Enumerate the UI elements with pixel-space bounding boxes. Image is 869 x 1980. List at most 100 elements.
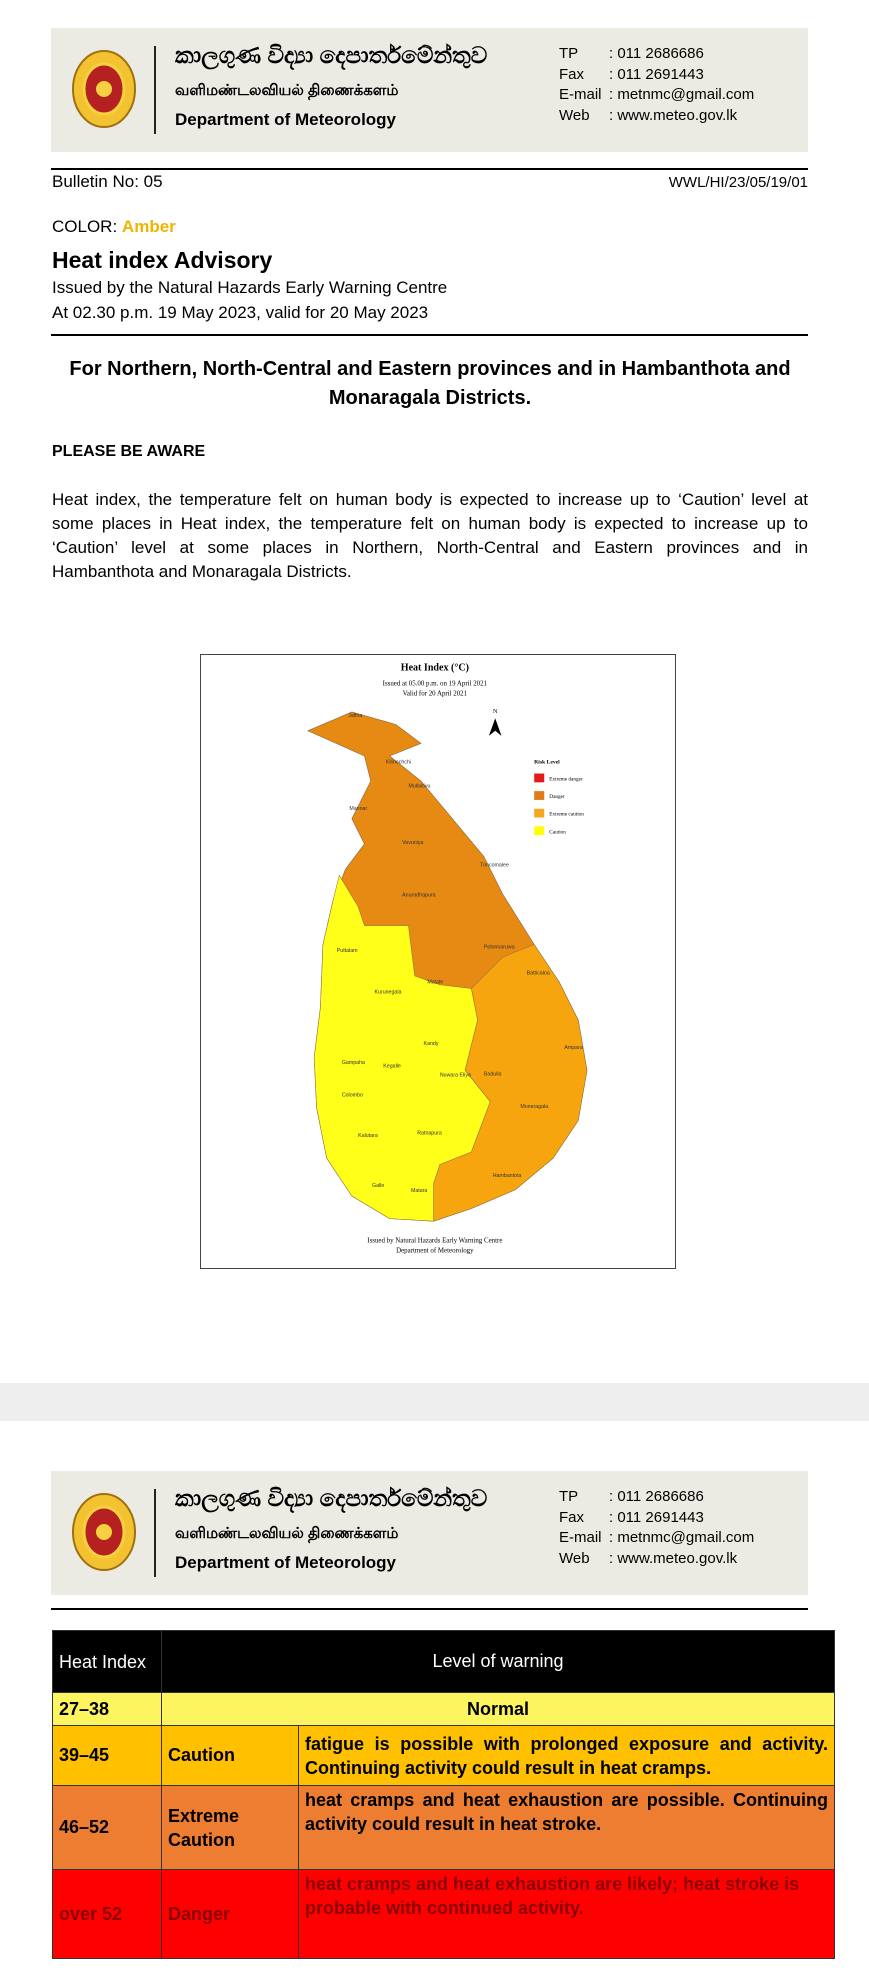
district-label: Ampara	[564, 1045, 583, 1051]
contact-value: : metnmc@gmail.com	[609, 1529, 755, 1546]
color-line: COLOR: Amber	[52, 217, 176, 237]
district-label: Gampaha	[342, 1060, 365, 1066]
contact-label: E-mail	[559, 1529, 602, 1546]
district-label: Mannar	[349, 806, 367, 812]
cell: Normal	[161, 1692, 835, 1726]
district-label: Badulla	[484, 1071, 502, 1077]
org-tamil: வளிமண்டலவியல் திணைக்களம்	[175, 82, 399, 99]
legend-swatch	[534, 791, 545, 800]
district-label: Batticaloa	[527, 971, 550, 977]
district-label: Matara	[411, 1188, 427, 1194]
org-sinhala: කාලගුණ විද්‍යා දෙපාර්තමේන්තුව	[175, 1485, 488, 1511]
emblem-center	[96, 81, 112, 97]
emblem	[72, 50, 136, 128]
bulletin-code: WWL/HI/23/05/19/01	[668, 174, 808, 191]
cell: 27–38	[52, 1692, 162, 1726]
color-value: Amber	[121, 217, 176, 236]
district-label: Jaffna	[348, 713, 362, 719]
legend-swatch	[534, 773, 545, 783]
district-label: Puttalam	[337, 948, 358, 954]
cell: fatigue is possible with prolonged expos…	[298, 1725, 835, 1786]
cell: heat cramps and heat exhaustion are like…	[298, 1869, 835, 1959]
header-cell: Heat Index	[52, 1630, 162, 1693]
contact-value: : www.meteo.gov.lk	[609, 1549, 738, 1567]
district-label: Kalutara	[358, 1133, 378, 1139]
district-label: Kandy	[424, 1041, 439, 1047]
contact-value: : metnmc@gmail.com	[609, 86, 755, 103]
subheading: PLEASE BE AWARE	[52, 443, 206, 460]
district-label: Galle	[372, 1183, 384, 1189]
heading: For Northern, North-Central and Eastern …	[69, 358, 791, 409]
north-arrow	[488, 718, 502, 736]
map-issued: Issued at 05.00 p.m. on 19 April 2021	[383, 681, 488, 688]
emblem	[72, 1493, 136, 1571]
paragraph: Heat index, the temperature felt on huma…	[52, 490, 808, 581]
org-tamil: வளிமண்டலவியல் திணைக்களம்	[175, 1525, 399, 1542]
table-header: Heat Index Level of warning	[52, 1630, 835, 1693]
contact-label: TP	[559, 1488, 579, 1505]
org-sinhala: කාලගුණ විද්‍යා දෙපාර්තමේන්තුව	[175, 42, 488, 68]
contact-label: E-mail	[559, 86, 602, 103]
district-label: Moneragala	[520, 1104, 548, 1110]
contact-value: : 011 2691443	[609, 65, 704, 83]
contact-label: TP	[559, 45, 579, 62]
district-label: Vavuniya	[402, 840, 423, 846]
contact-label: Fax	[559, 1508, 585, 1526]
contact-value: : 011 2686686	[609, 1488, 704, 1505]
contact-label: Web	[559, 1549, 590, 1567]
emblem-center	[96, 1524, 112, 1540]
row: 46–52 Extreme Caution heat cramps and he…	[52, 1785, 835, 1870]
district-label: Kegalle	[383, 1064, 401, 1070]
divider	[154, 46, 156, 134]
bulletin-no: Bulletin No: 05	[52, 172, 163, 191]
map-footer: Issued by Natural Hazards Early Warning …	[367, 1238, 502, 1245]
legend-label: Extreme caution	[549, 812, 584, 818]
cell: Danger	[161, 1869, 299, 1959]
caution-area	[313, 874, 491, 1222]
district-label: Nuwara Eliya	[440, 1073, 471, 1079]
row: 27–38 Normal	[52, 1692, 835, 1726]
district-label: Mullaitivu	[408, 783, 430, 789]
legend-title: Risk Level	[534, 759, 560, 765]
map-footer: Department of Meteorology	[396, 1248, 474, 1255]
title: Heat index Advisory	[52, 247, 273, 273]
row: over 52 Danger heat cramps and heat exha…	[52, 1869, 835, 1959]
district-label: Ratnapura	[417, 1130, 442, 1136]
contact-label: Fax	[559, 65, 585, 83]
header: කාලගුණ විද්‍යා දෙපාර්තමේන්තුව வளிமண்டலவிய…	[51, 1471, 808, 1595]
map: Heat Index (°C) Issued at 05.00 p.m. on 1…	[307, 662, 588, 1255]
district-label: Trincomalee	[480, 863, 509, 869]
district-label: Hambantota	[493, 1173, 522, 1179]
district-label: Anuradhapura	[402, 893, 435, 899]
contact-value: : 011 2686686	[609, 45, 704, 62]
rule	[51, 168, 808, 170]
contact-label: Web	[559, 106, 590, 124]
map-valid: Valid for 20 April 2021	[403, 691, 468, 698]
color-label: COLOR:	[52, 217, 118, 236]
district-label: Polonnaruwa	[484, 944, 515, 950]
contact-value: : 011 2691443	[609, 1508, 704, 1526]
legend-swatch	[534, 826, 545, 836]
north-label: N	[493, 708, 498, 715]
map-title: Heat Index (°C)	[401, 662, 469, 673]
cell: over 52	[52, 1869, 162, 1959]
cell: Extreme Caution	[161, 1785, 299, 1870]
rule	[51, 334, 808, 336]
legend-label: Danger	[549, 794, 565, 800]
issued-by: Issued by the Natural Hazards Early Warn…	[52, 278, 448, 297]
header: කාලගුණ විද්‍යා දෙපාර්තමේන්තුව வளிமண்டலவிய…	[51, 28, 808, 152]
district-label: Kurunegala	[375, 990, 402, 996]
contact-value: : www.meteo.gov.lk	[609, 106, 738, 124]
legend-swatch	[534, 808, 545, 818]
row: 39–45 Caution fatigue is possible with p…	[52, 1725, 835, 1786]
header-cell: Level of warning	[161, 1630, 835, 1693]
cell: 39–45	[52, 1725, 162, 1786]
legend-label: Extreme danger	[549, 776, 583, 782]
legend-label: Caution	[549, 829, 566, 835]
district-label: Kilinochchi	[386, 759, 411, 765]
cell: 46–52	[52, 1785, 162, 1870]
warning-table: Heat Index Level of warning 27–38 Normal…	[52, 1630, 835, 1959]
map-figure: Heat Index (°C) Issued at 05.00 p.m. on 1…	[200, 654, 676, 1269]
district-label: Colombo	[342, 1093, 363, 1099]
